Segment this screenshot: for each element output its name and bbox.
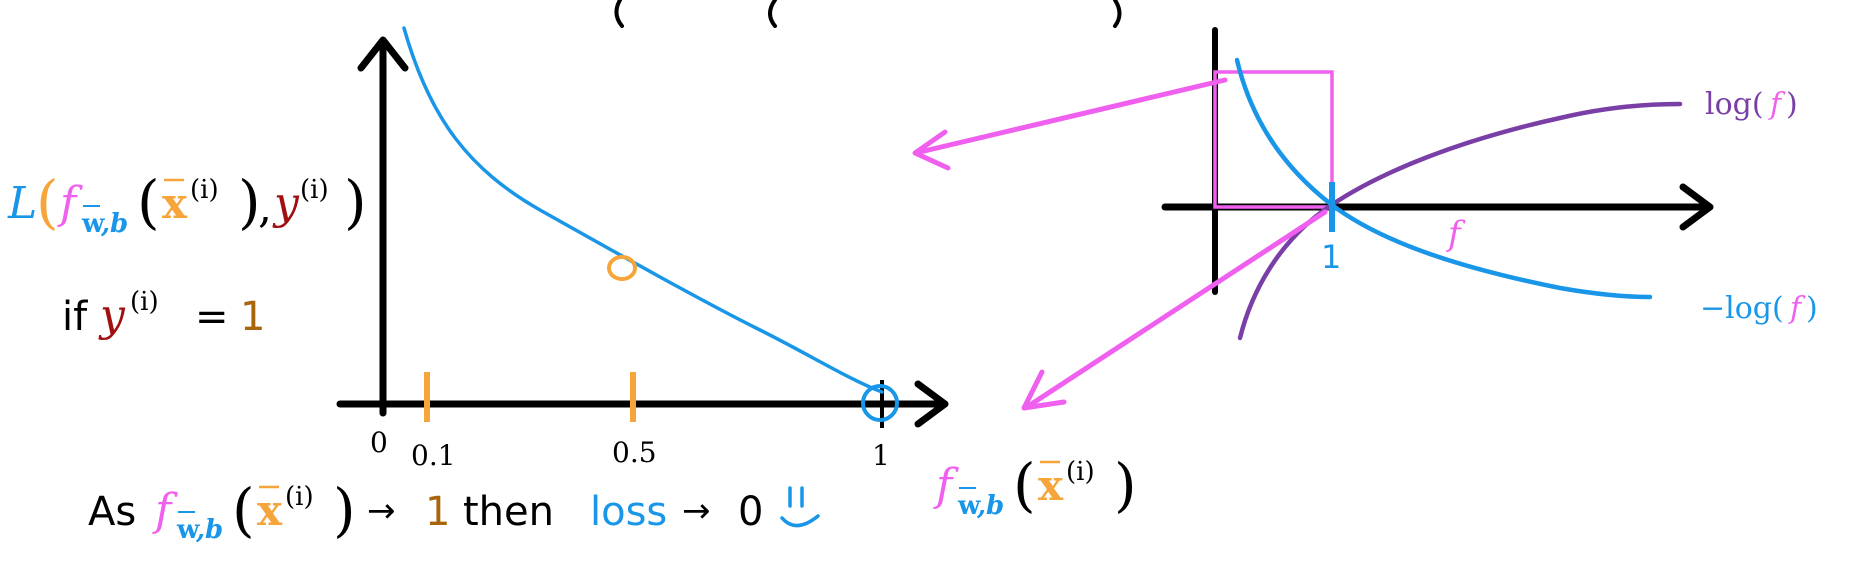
arrow-to-loss-plot-head (912, 129, 951, 171)
bottom-x-superscript: (i) (285, 482, 314, 512)
cropped-top-formula (614, 0, 1122, 28)
condition-y: y (98, 290, 126, 341)
arrow-to-f-label (1027, 209, 1328, 408)
arrow-to-loss-plot (917, 77, 1228, 155)
formula-y: y (272, 178, 300, 229)
f-label-close-paren: ) (1114, 451, 1137, 519)
formula-close-paren-2: ) (238, 168, 261, 236)
loss-formula: L ( f w ,b ( x (i) ) , y (i) ) (7, 168, 367, 239)
log-plot-x-arrowhead (1679, 183, 1714, 231)
neg-log-label-f: f (1788, 291, 1806, 326)
formula-open-paren-1: ( (36, 168, 59, 236)
bottom-x: x (257, 486, 283, 535)
condition-one: 1 (240, 294, 265, 340)
tick-label-0: 0 (370, 426, 388, 459)
tick-label-0.1: 0.1 (411, 439, 456, 472)
condition-y-superscript: (i) (130, 287, 159, 317)
loss-curve (402, 26, 884, 394)
neg-log-label-close: ) (1806, 291, 1818, 326)
bottom-as: As (88, 489, 136, 535)
f-label-sub-w: w (957, 491, 981, 521)
bottom-sub-b: ,b (195, 515, 223, 545)
log-plot-axis-label-f: f (1445, 214, 1466, 254)
f-label-x: x (1038, 461, 1064, 510)
tick-label-1: 1 (872, 439, 890, 472)
blue-circle-marker (861, 384, 899, 422)
arrow-to-f-label-head (1021, 369, 1067, 411)
bottom-arrow-1: → (367, 491, 396, 531)
condition-if: if (62, 294, 88, 340)
orange-circle-marker (607, 255, 637, 281)
bottom-one: 1 (425, 489, 450, 535)
bottom-close-paren: ) (333, 476, 356, 544)
smiley-icon (780, 486, 820, 528)
bottom-zero: 0 (738, 489, 763, 535)
f-label-bottom: f w ,b ( x (i) ) (933, 451, 1137, 521)
log-plot: 1 f log( f ) −log( f ) (1161, 27, 1818, 341)
f-label-open-paren: ( (1013, 451, 1036, 519)
formula-x-superscript: (i) (190, 175, 219, 205)
log-label-close: ) (1786, 87, 1798, 122)
bottom-arrow-2: → (682, 491, 711, 531)
connector-arrows (912, 77, 1328, 411)
f-label-f: f (933, 460, 959, 511)
highlight-box (1213, 70, 1334, 209)
bottom-sub-w: w (176, 515, 200, 545)
neg-log-label-prefix: −log( (1700, 291, 1784, 326)
log-label-f: f (1768, 87, 1786, 122)
neg-log-curve (1234, 57, 1653, 300)
formula-x: x (162, 179, 188, 228)
formula-sub-w: w (81, 209, 105, 239)
f-label-sub-b: ,b (976, 491, 1004, 521)
loss-plot-y-arrowhead (357, 36, 409, 72)
bottom-then: then (463, 489, 554, 535)
f-label-x-superscript: (i) (1066, 457, 1095, 487)
formula-L: L (7, 178, 37, 229)
bottom-open-paren: ( (232, 476, 255, 544)
formula-close-paren-1: ) (344, 168, 367, 236)
formula-open-paren-2: ( (137, 168, 160, 236)
tick-label-0.5: 0.5 (612, 436, 657, 469)
bottom-loss: loss (590, 489, 667, 535)
condition-text: if y (i) = 1 (62, 287, 265, 341)
neg-log-label: −log( f ) (1700, 291, 1818, 326)
formula-y-superscript: (i) (300, 175, 329, 205)
bottom-f: f (152, 485, 178, 536)
formula-f: f (57, 178, 83, 229)
log-plot-tick-label-1: 1 (1321, 238, 1341, 276)
formula-sub-b: ,b (100, 209, 128, 239)
log-label: log( f ) (1705, 87, 1798, 122)
log-label-prefix: log( (1705, 87, 1764, 122)
loss-plot: 0 0.1 0.5 1 (336, 26, 949, 472)
condition-equals: = (195, 294, 229, 340)
formula-comma: , (258, 182, 272, 233)
loss-plot-x-arrowhead (914, 380, 949, 428)
log-curve (1237, 101, 1683, 341)
bottom-statement: As f w ,b ( x (i) ) → 1 then loss → 0 (88, 476, 820, 545)
